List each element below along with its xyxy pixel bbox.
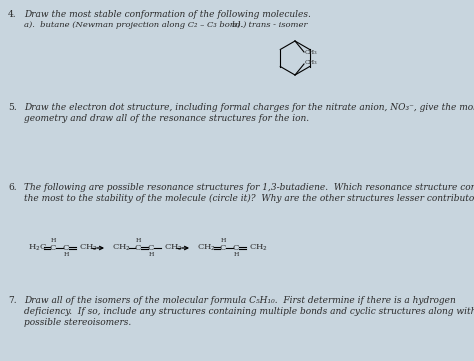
Text: C: C: [148, 244, 154, 252]
Text: deficiency.  If so, include any structures containing multiple bonds and cyclic : deficiency. If so, include any structure…: [24, 307, 474, 316]
Text: C: C: [63, 244, 69, 252]
Text: CH₃: CH₃: [305, 51, 318, 56]
Text: H: H: [220, 239, 226, 244]
Text: 7.: 7.: [8, 296, 17, 305]
Text: C: C: [50, 244, 56, 252]
Text: Draw all of the isomers of the molecular formula C₅H₁₀.  First determine if ther: Draw all of the isomers of the molecular…: [24, 296, 456, 305]
Text: H: H: [148, 252, 154, 257]
Text: CH$_2$: CH$_2$: [79, 243, 98, 253]
Text: The following are possible resonance structures for 1,3-butadiene.  Which resona: The following are possible resonance str…: [24, 183, 474, 192]
Text: H$_2$C: H$_2$C: [28, 243, 47, 253]
Text: H: H: [233, 252, 239, 257]
Text: a).  butane (Newman projection along C₂ – C₃ bond.): a). butane (Newman projection along C₂ –…: [24, 21, 246, 29]
Text: H: H: [50, 239, 55, 244]
Text: geometry and draw all of the resonance structures for the ion.: geometry and draw all of the resonance s…: [24, 114, 309, 123]
Text: CH$_2$: CH$_2$: [197, 243, 216, 253]
Text: Draw the electron dot structure, including formal charges for the nitrate anion,: Draw the electron dot structure, includi…: [24, 103, 474, 112]
Text: 4.: 4.: [8, 10, 17, 19]
Text: b).  trans - isomer: b). trans - isomer: [232, 21, 308, 29]
Text: CH$_2$: CH$_2$: [249, 243, 268, 253]
Text: C: C: [220, 244, 226, 252]
Text: CH$_2$: CH$_2$: [112, 243, 131, 253]
Text: H: H: [64, 252, 69, 257]
Text: C: C: [135, 244, 141, 252]
Text: H: H: [135, 239, 141, 244]
Text: CH$_2$: CH$_2$: [164, 243, 183, 253]
Text: 5.: 5.: [8, 103, 17, 112]
Text: C: C: [233, 244, 239, 252]
Text: Draw the most stable conformation of the following molecules.: Draw the most stable conformation of the…: [24, 10, 311, 19]
Text: possible stereoisomers.: possible stereoisomers.: [24, 318, 131, 327]
Text: the most to the stability of the molecule (circle it)?  Why are the other struct: the most to the stability of the molecul…: [24, 194, 474, 203]
Text: 6.: 6.: [8, 183, 17, 192]
Text: CH₃: CH₃: [305, 61, 318, 65]
